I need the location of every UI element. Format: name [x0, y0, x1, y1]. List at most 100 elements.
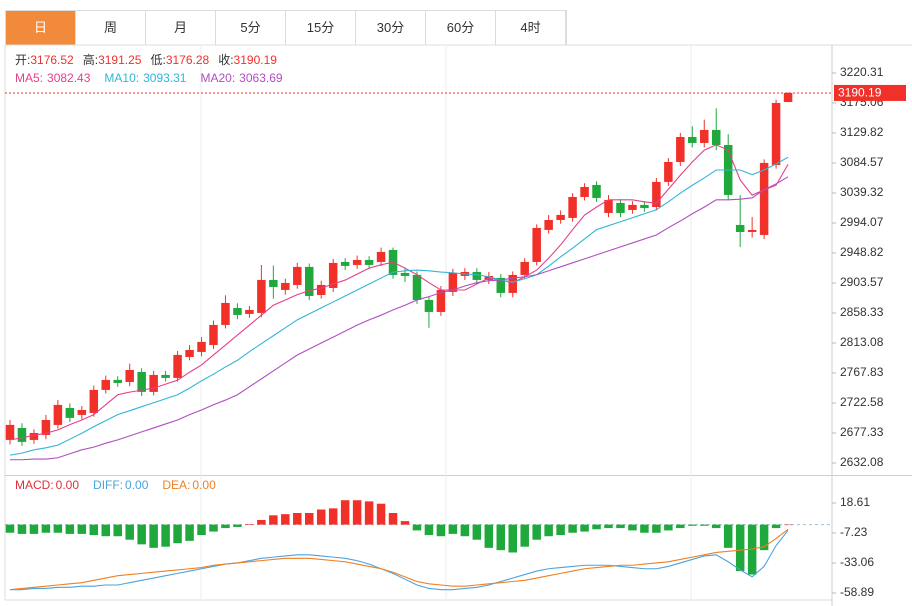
last-price-tag: [834, 84, 906, 101]
candle-body: [340, 261, 350, 266]
candle-body: [17, 427, 27, 442]
macd-bar: [759, 524, 769, 551]
macd-bar: [436, 524, 446, 537]
ma-line: [9, 144, 789, 441]
macd-bar: [17, 524, 27, 534]
macd-bar: [604, 524, 613, 529]
ohlc-label: 收:: [218, 53, 233, 67]
y-tick-label: 18.61: [840, 495, 870, 509]
macd-bar: [472, 524, 482, 540]
macd-bar: [747, 524, 757, 575]
y-tick-label: 3084.57: [840, 155, 884, 169]
macd-line: [10, 530, 789, 591]
macd-bar: [328, 508, 338, 525]
macd-bar: [161, 524, 170, 547]
candle-body: [616, 202, 625, 213]
macd-bar: [89, 524, 99, 536]
candle-body: [364, 259, 374, 265]
candle-body: [580, 186, 589, 197]
macd-bar: [257, 519, 266, 525]
macd-bar: [424, 524, 434, 536]
y-tick-label: -58.89: [840, 585, 874, 599]
y-tick-label: 2677.33: [840, 425, 884, 439]
candle-body: [747, 229, 757, 232]
ohlc-label: 开:: [15, 53, 30, 67]
period-tab[interactable]: 60分: [426, 11, 496, 45]
macd-series-value: 0.00: [125, 478, 149, 492]
macd-bar: [544, 524, 553, 537]
candle-body: [221, 302, 230, 325]
candle-body: [53, 404, 63, 425]
macd-bar: [53, 524, 63, 533]
macd-bar: [316, 509, 326, 525]
candle-body: [472, 271, 482, 280]
candle-body: [149, 374, 158, 392]
candle-body: [5, 424, 15, 440]
period-tab[interactable]: 5分: [216, 11, 286, 45]
candle-body: [592, 184, 601, 198]
macd-bar: [532, 524, 541, 540]
macd-bar: [556, 524, 565, 536]
macd-bar: [197, 524, 206, 536]
macd-bar: [520, 524, 529, 547]
macd-bar: [233, 524, 242, 527]
macd-bar: [400, 521, 410, 525]
candle-body: [568, 196, 577, 218]
candle-body: [556, 214, 565, 220]
macd-line: [9, 528, 789, 591]
candle-body: [161, 374, 170, 378]
candle-body: [137, 371, 146, 392]
y-tick-label: 2813.08: [840, 335, 884, 349]
ma-value: 3063.69: [239, 71, 283, 85]
candle-body: [711, 129, 721, 145]
y-tick-label: 2632.08: [840, 455, 884, 469]
macd-bar: [77, 524, 87, 534]
macd-bar: [460, 524, 470, 537]
period-tab[interactable]: 周: [76, 11, 146, 45]
y-tick-label: 2948.82: [840, 245, 884, 259]
y-tick-label: 2722.58: [840, 395, 884, 409]
macd-value: 0.00: [56, 478, 80, 492]
macd-bar: [616, 524, 625, 529]
macd-bar: [5, 524, 15, 533]
candle-body: [544, 219, 553, 230]
ohlc-label: 高:: [83, 52, 98, 67]
period-tab[interactable]: 日: [6, 11, 76, 45]
macd-bar: [293, 512, 302, 525]
period-tab[interactable]: 4时: [496, 11, 566, 45]
macd-bar: [29, 524, 39, 534]
period-tab[interactable]: 30分: [356, 11, 426, 45]
y-tick-label: 2903.57: [840, 275, 884, 289]
candle-body: [233, 307, 242, 315]
macd-bar: [185, 524, 194, 541]
macd-bar: [149, 524, 158, 548]
candle-body: [209, 324, 218, 345]
period-tab[interactable]: 15分: [286, 11, 356, 45]
macd-bar: [484, 524, 494, 548]
macd-bar: [364, 501, 374, 525]
candle-body: [41, 419, 51, 435]
macd-series-name: DEA:: [162, 478, 190, 492]
ohlc-value: 3191.25: [98, 53, 142, 67]
macd-bar: [723, 524, 733, 548]
macd-bar: [245, 524, 254, 525]
ohlc-value: 3176.28: [166, 53, 210, 67]
candle-body: [640, 204, 649, 208]
ma-value: 3082.43: [47, 71, 91, 85]
candle-body: [688, 136, 697, 143]
candle-body: [448, 272, 458, 292]
candle-body: [101, 379, 111, 390]
macd-bar: [221, 524, 230, 529]
candle-body: [436, 289, 446, 312]
candle-body: [293, 266, 302, 285]
ma-name: MA20:: [200, 71, 235, 85]
ohlc-value: 3176.52: [30, 53, 74, 67]
period-tab[interactable]: 月: [146, 11, 216, 45]
macd-bar: [771, 524, 781, 529]
macd-bar: [113, 524, 122, 537]
candle-body: [532, 227, 541, 262]
candle-body: [125, 369, 134, 382]
macd-series-value: 0.00: [192, 478, 216, 492]
